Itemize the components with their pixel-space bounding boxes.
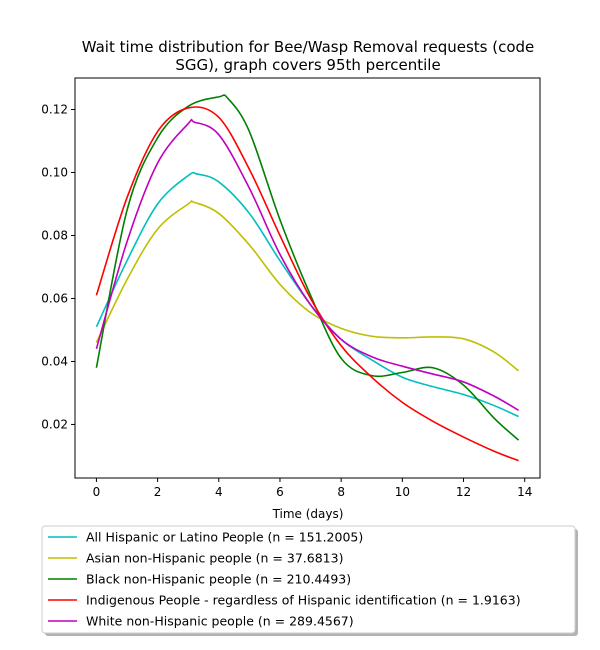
- legend-label-1: Asian non-Hispanic people (n = 37.6813): [86, 551, 343, 566]
- plot-frame: [74, 77, 541, 479]
- legend-items: All Hispanic or Latino People (n = 151.2…: [48, 530, 521, 629]
- x-tick-label-0: 0: [93, 485, 101, 499]
- x-axis-ticks: 0 2 4 6 8 10 12 14: [93, 478, 532, 499]
- y-tick-label-1: 0.04: [41, 354, 68, 368]
- x-tick-label-2: 4: [215, 485, 223, 499]
- series-line-2: [95, 94, 520, 441]
- chart-title-line-2: SGG), graph covers 95th percentile: [175, 56, 440, 74]
- series-line-3: [95, 106, 519, 462]
- plot-lines: [95, 94, 520, 462]
- series-line-1: [95, 200, 520, 372]
- series-line-4: [95, 118, 519, 411]
- x-tick-label-7: 14: [517, 485, 532, 499]
- y-tick-label-0: 0.02: [41, 417, 68, 431]
- x-axis-label: Time (days): [272, 507, 344, 521]
- legend-label-4: White non-Hispanic people (n = 289.4567): [86, 614, 354, 629]
- y-tick-label-4: 0.10: [41, 165, 68, 179]
- x-tick-label-1: 2: [154, 485, 162, 499]
- series-line-0: [95, 171, 519, 418]
- x-tick-label-3: 6: [276, 485, 284, 499]
- legend: All Hispanic or Latino People (n = 151.2…: [41, 525, 578, 636]
- x-tick-label-6: 12: [456, 485, 471, 499]
- y-tick-label-3: 0.08: [41, 228, 68, 242]
- y-tick-label-5: 0.12: [41, 102, 68, 116]
- x-tick-label-5: 10: [395, 485, 410, 499]
- y-axis-ticks: 0.02 0.04 0.06 0.08 0.10 0.12: [41, 102, 75, 431]
- y-tick-label-2: 0.06: [41, 291, 68, 305]
- x-tick-label-4: 8: [337, 485, 345, 499]
- legend-label-2: Black non-Hispanic people (n = 210.4493): [86, 572, 351, 587]
- legend-label-0: All Hispanic or Latino People (n = 151.2…: [86, 530, 363, 545]
- legend-box: [41, 525, 576, 634]
- legend-label-3: Indigenous People - regardless of Hispan…: [86, 593, 521, 608]
- chart-title-line-1: Wait time distribution for Bee/Wasp Remo…: [82, 38, 535, 56]
